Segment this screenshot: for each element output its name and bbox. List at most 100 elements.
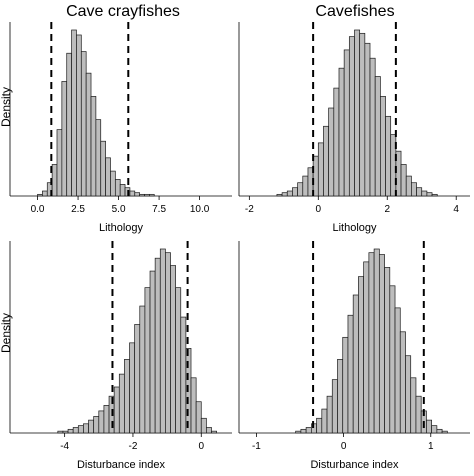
panel-3-bar-5	[77, 425, 84, 434]
panel-4-bar-5	[316, 417, 323, 434]
panel-2-tick-label-4: 4	[453, 204, 459, 215]
panel-1-bar-1	[37, 193, 43, 197]
panel-2-bar-26	[405, 175, 412, 197]
panel-1-bar-8	[71, 29, 77, 197]
panel-4-bar-20	[394, 307, 401, 434]
column-title-right: Cavefishes	[315, 3, 394, 20]
panel-4-bar-23	[410, 377, 417, 434]
panel-3-bar-27	[190, 377, 197, 434]
panel-2-bar-13	[338, 67, 345, 197]
panel-2-bar-3	[286, 190, 293, 197]
panel-4-bar-11	[347, 314, 354, 434]
panel-2-tick-label-2: -2	[245, 204, 254, 215]
panel-1-bar-2	[42, 190, 48, 197]
panel-2-bar-18	[364, 42, 371, 197]
panel-1-bar-4	[51, 164, 58, 197]
panel-2-bar-11	[328, 107, 335, 197]
panel-3-bar-9	[98, 410, 105, 434]
panel-2-bar-21	[380, 96, 386, 197]
panel-3-tick-label-2: -2	[129, 441, 138, 452]
panel-2-bar-15	[348, 36, 355, 197]
panel-3-bar-7	[88, 419, 95, 434]
panel-3-bar-6	[83, 423, 89, 434]
panel-2-bar-30	[426, 192, 433, 197]
panel-4-bar-22	[405, 355, 412, 434]
panel-3-xlabel: Disturbance index	[77, 459, 166, 471]
panel-4-bar-7	[326, 395, 333, 434]
panel-3-bar-18	[144, 287, 151, 434]
panel-1-bar-21	[134, 192, 140, 197]
panel-3-bar-8	[93, 416, 100, 434]
panel-4-tick-label-0: 0	[341, 441, 347, 452]
ylabel-top-row: Density	[0, 87, 13, 127]
panel-2-bar-31	[431, 193, 438, 197]
panel-2: -2 0 2 4 Lithology	[238, 22, 470, 234]
panel-4: -1 0 1 Disturbance index	[238, 241, 470, 471]
panel-2-bar-1	[276, 193, 283, 197]
panel-3-bar-24	[175, 287, 182, 434]
panel-3-bar-22	[165, 252, 171, 434]
panel-1-bar-10	[80, 51, 87, 197]
panel-1-bar-13	[95, 119, 102, 197]
panel-3-bar-28	[195, 401, 202, 434]
panel-4-bar-16	[373, 248, 380, 434]
panel-4-bar-26	[426, 419, 433, 434]
panel-1-bar-5	[56, 129, 63, 197]
ylabel-bottom-row: Density	[0, 313, 13, 353]
panel-1-xlabel: Lithology	[99, 222, 144, 234]
panel-3-bar-1	[57, 430, 64, 434]
panel-4-bar-13	[358, 276, 365, 434]
panel-2-bar-27	[411, 182, 417, 197]
panel-2-bar-25	[400, 164, 407, 197]
panel-3-bar-14	[124, 359, 130, 434]
panel-2-bar-16	[354, 29, 361, 197]
panel-1-bar-22	[139, 193, 145, 197]
panel-2-bar-19	[369, 57, 376, 197]
panel-1-bar-12	[90, 96, 97, 197]
panel-2-bar-29	[421, 190, 428, 197]
panel-1-tick-label-5-0: 5.0	[112, 204, 126, 215]
panel-1-tick-label-7-5: 7.5	[152, 204, 166, 215]
panel-4-bar-14	[363, 261, 370, 434]
panel-3-bar-13	[118, 373, 125, 434]
panel-1-bar-20	[129, 190, 136, 197]
panel-3-bar-17	[139, 305, 146, 434]
panel-1-bar-9	[76, 34, 82, 197]
column-title-left: Cave crayfishes	[66, 3, 180, 20]
panel-2-xlabel: Lithology	[332, 222, 377, 234]
panel-4-bar-15	[368, 252, 375, 434]
panel-2-tick-label-2: 2	[384, 204, 390, 215]
panel-3-bar-21	[159, 248, 166, 434]
panel-4-bar-24	[415, 395, 422, 434]
panel-4-bar-9	[337, 359, 344, 434]
panel-4-bar-27	[431, 425, 438, 434]
panel-1-bar-24	[149, 193, 155, 197]
panel-4-bar-29	[441, 430, 448, 434]
panel-4-bar-3	[305, 427, 312, 434]
panel-1-bar-23	[144, 193, 150, 197]
panel-3-bar-25	[180, 316, 187, 434]
panel-3-bar-29	[200, 417, 207, 434]
panel-4-bar-2	[300, 428, 307, 434]
panel-4-bar-19	[389, 285, 396, 434]
panel-4-bar-21	[399, 331, 406, 434]
panel-2-bar-28	[416, 187, 423, 197]
panel-2-bar-10	[323, 125, 329, 197]
panel-1-bar-14	[100, 140, 106, 197]
panel-1-bar-16	[110, 170, 116, 197]
panel-2-bar-17	[359, 32, 366, 197]
panel-4-bar-18	[384, 267, 391, 434]
panel-1-bar-11	[85, 72, 92, 197]
panel-2-tick-label-0: 0	[316, 204, 322, 215]
panel-3-bar-19	[149, 270, 156, 434]
panel-1-bar-15	[105, 157, 111, 197]
panel-2-bar-22	[385, 115, 392, 197]
panel-4-bar-28	[436, 428, 443, 434]
panel-1-tick-label-10-0: 10.0	[190, 204, 210, 215]
panel-3-tick-label-0: 0	[198, 441, 204, 452]
panel-1-tick-label-0-0: 0.0	[31, 204, 45, 215]
panel-2-bar-2	[281, 192, 288, 197]
panel-2-bar-4	[292, 187, 298, 197]
